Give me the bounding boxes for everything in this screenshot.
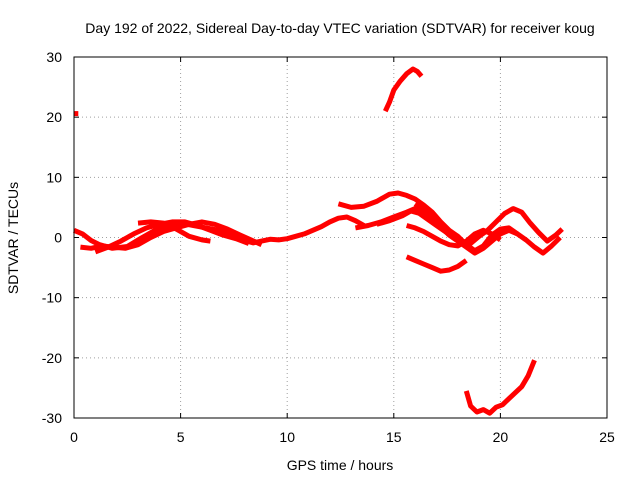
x-axis-label: GPS time / hours	[287, 457, 394, 473]
axis-ticks: 0 5 10 15 20 25 -30 -20 -10 0 10 20 30	[42, 49, 615, 445]
x-tick-label: 0	[70, 429, 78, 445]
series-arc-c	[94, 219, 250, 255]
data-series	[73, 66, 564, 416]
x-tick-label: 20	[493, 429, 509, 445]
grid	[74, 57, 607, 418]
x-tick-label: 5	[177, 429, 185, 445]
y-tick-label: 0	[54, 230, 62, 246]
y-tick-label: -20	[42, 350, 62, 366]
y-tick-label: -10	[42, 290, 62, 306]
series-arc-g	[376, 206, 564, 246]
y-tick-label: 10	[46, 169, 62, 185]
series-arc-d	[137, 219, 211, 244]
series-arc-k	[383, 66, 424, 113]
series-arc-l	[463, 359, 537, 416]
x-tick-label: 25	[599, 429, 615, 445]
x-tick-label: 15	[386, 429, 402, 445]
series-arc-e	[337, 190, 460, 239]
chart-title: Day 192 of 2022, Sidereal Day-to-day VTE…	[85, 20, 594, 36]
series-arc-i	[405, 223, 502, 249]
y-tick-label: 30	[46, 49, 62, 65]
y-axis-label: SDTVAR / TECUs	[5, 182, 21, 294]
plot-frame	[73, 56, 608, 419]
x-tick-label: 10	[279, 429, 295, 445]
y-tick-label: 20	[46, 109, 62, 125]
y-tick-label: -30	[42, 410, 62, 426]
series-arc-j	[405, 254, 468, 274]
series-arc-h	[413, 201, 562, 256]
